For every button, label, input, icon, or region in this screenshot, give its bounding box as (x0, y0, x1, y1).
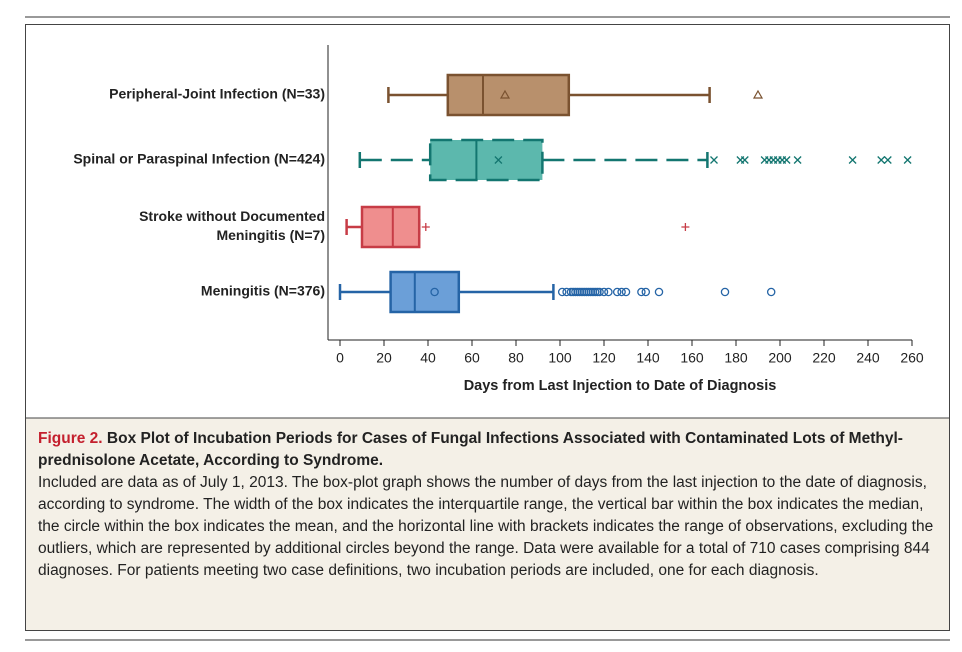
caption-bg (26, 418, 949, 630)
category-label: Spinal or Paraspinal Infection (N=424) (73, 151, 325, 167)
caption-body: Included are data as of July 1, 2013. Th… (38, 474, 934, 579)
outlier (612, 287, 622, 297)
outlier (752, 89, 764, 99)
mean-marker (494, 156, 503, 164)
outlier (903, 156, 912, 164)
x-tick-label: 40 (420, 350, 436, 366)
outlier (617, 287, 626, 297)
outlier (740, 156, 749, 164)
x-tick-label: 20 (376, 350, 392, 366)
mean-marker (421, 223, 430, 231)
x-tick-label: 240 (856, 350, 880, 366)
outlier (604, 287, 613, 297)
figure-label: Figure 2. (38, 430, 103, 447)
x-tick-label: 80 (508, 350, 524, 366)
x-tick-label: 100 (548, 350, 572, 366)
outlier (720, 287, 730, 297)
x-tick-label: 180 (724, 350, 748, 366)
outlier (793, 156, 802, 164)
outlier (710, 156, 718, 164)
x-tick-label: 140 (636, 350, 660, 366)
outlier (595, 287, 604, 297)
outlier (877, 156, 886, 164)
outlier (654, 287, 664, 297)
outlier (557, 287, 567, 297)
outlier (848, 156, 857, 164)
outlier (681, 223, 690, 231)
mean-marker (499, 89, 511, 99)
x-axis-title: Days from Last Injection to Date of Diag… (464, 378, 777, 394)
x-tick-label: 220 (812, 350, 836, 366)
outlier (883, 156, 892, 164)
box (360, 205, 421, 249)
x-tick-label: 60 (464, 350, 480, 366)
box (428, 138, 544, 182)
outlier (599, 287, 609, 297)
x-tick-label: 0 (336, 350, 344, 366)
category-label: Stroke without Documented (139, 208, 325, 224)
category-label: Meningitis (N=376) (201, 283, 325, 299)
caption-heading: Figure 2. Box Plot of Incubation Periods… (38, 428, 943, 472)
box (389, 270, 461, 314)
figure-title: Box Plot of Incubation Periods for Cases… (38, 430, 903, 469)
outlier (621, 287, 631, 297)
category-label: Meningitis (N=7) (216, 227, 325, 243)
mean-marker (430, 287, 439, 297)
box (446, 73, 571, 117)
category-label: Peripheral-Joint Infection (N=33) (109, 86, 325, 102)
outlier (637, 287, 646, 297)
outlier (782, 156, 791, 164)
x-tick-label: 200 (768, 350, 792, 366)
outlier (766, 287, 776, 297)
outlier (641, 287, 651, 297)
x-tick-label: 260 (900, 350, 924, 366)
x-tick-label: 160 (680, 350, 704, 366)
caption: Figure 2. Box Plot of Incubation Periods… (38, 428, 943, 582)
x-tick-label: 120 (592, 350, 616, 366)
